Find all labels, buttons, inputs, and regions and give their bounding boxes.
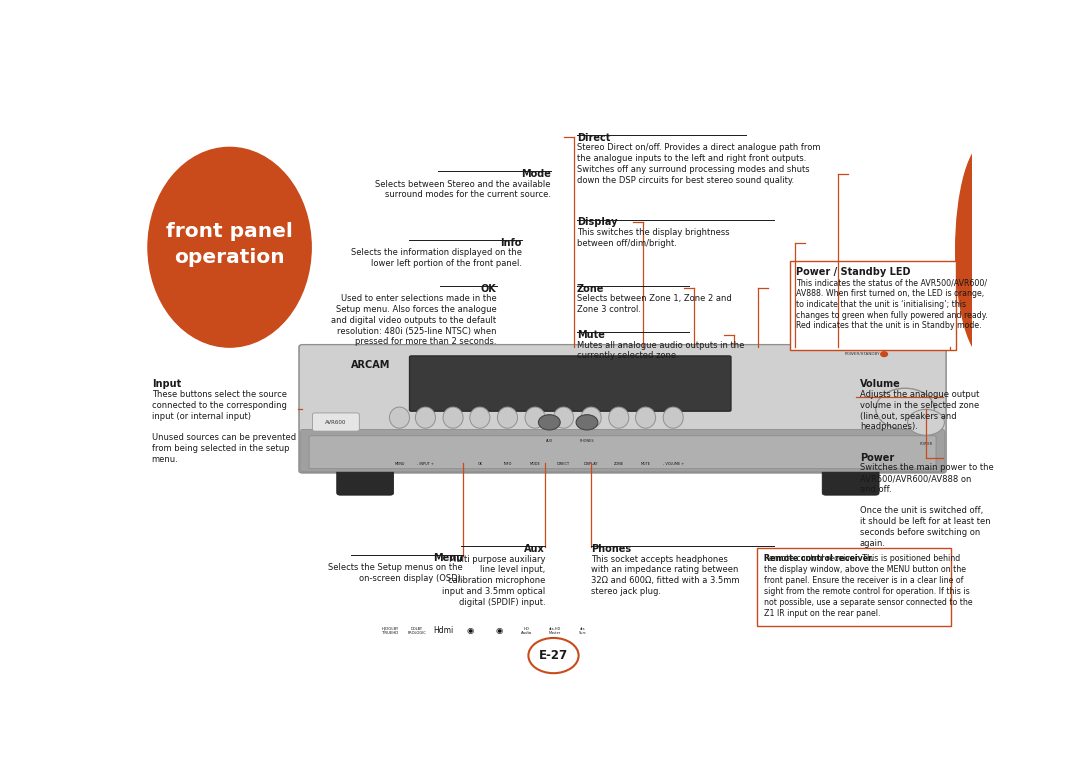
Ellipse shape	[390, 407, 409, 428]
Text: Menu: Menu	[433, 552, 463, 563]
Ellipse shape	[609, 407, 629, 428]
Text: Input: Input	[151, 379, 181, 389]
FancyBboxPatch shape	[822, 465, 879, 495]
Text: ◉: ◉	[467, 626, 473, 636]
Text: AUX: AUX	[545, 439, 553, 443]
Text: MODE: MODE	[529, 462, 540, 465]
Text: Mode: Mode	[522, 169, 551, 179]
Text: front panel
operation: front panel operation	[166, 221, 293, 267]
Ellipse shape	[581, 407, 602, 428]
Ellipse shape	[443, 407, 463, 428]
Ellipse shape	[663, 407, 684, 428]
Text: DIRECT: DIRECT	[557, 462, 570, 465]
FancyBboxPatch shape	[789, 261, 956, 350]
Ellipse shape	[148, 147, 311, 347]
Text: Mutes all analogue audio outputs in the
currently selected zone.: Mutes all analogue audio outputs in the …	[577, 340, 744, 360]
Text: Mute: Mute	[577, 330, 605, 340]
Ellipse shape	[498, 407, 517, 428]
Text: - INPUT +: - INPUT +	[417, 462, 434, 465]
Text: Display: Display	[577, 217, 618, 227]
Text: OK: OK	[481, 284, 497, 294]
Text: Remote control receiver.: Remote control receiver.	[764, 554, 874, 563]
FancyBboxPatch shape	[300, 430, 944, 472]
Text: AVR600: AVR600	[325, 420, 347, 425]
FancyBboxPatch shape	[300, 346, 945, 433]
Text: Multi purpose auxiliary
line level input,
calibration microphone
input and 3.5mm: Multi purpose auxiliary line level input…	[442, 555, 545, 607]
Circle shape	[539, 414, 561, 430]
Text: Direct: Direct	[577, 133, 610, 143]
Text: Power / Standby LED: Power / Standby LED	[796, 266, 910, 277]
Text: PHONES: PHONES	[580, 439, 594, 443]
Text: This indicates the status of the AVR500/AVR600/
AV888. When first turned on, the: This indicates the status of the AVR500/…	[796, 278, 988, 330]
FancyBboxPatch shape	[299, 345, 946, 473]
Text: - VOLUME +: - VOLUME +	[663, 462, 684, 465]
Ellipse shape	[525, 407, 545, 428]
Text: POWER/STANDBY: POWER/STANDBY	[845, 353, 880, 356]
Text: H|DOLBY
TRUEHD: H|DOLBY TRUEHD	[381, 626, 399, 635]
Ellipse shape	[635, 407, 656, 428]
Text: These buttons select the source
connected to the corresponding
input (or interna: These buttons select the source connecte…	[151, 390, 296, 463]
Text: Selects the Setup menus on the
on-screen display (OSD).: Selects the Setup menus on the on-screen…	[328, 563, 463, 583]
FancyBboxPatch shape	[312, 413, 360, 431]
Text: DISPLAY: DISPLAY	[584, 462, 598, 465]
Text: Used to enter selections made in the
Setup menu. Also forces the analogue
and di: Used to enter selections made in the Set…	[332, 295, 497, 346]
Ellipse shape	[416, 407, 435, 428]
Text: Zone: Zone	[577, 284, 605, 294]
Text: OK: OK	[477, 462, 483, 465]
Text: HD
Audio: HD Audio	[521, 626, 532, 635]
Text: English: English	[973, 222, 987, 278]
Circle shape	[881, 352, 888, 356]
Text: Hdmi: Hdmi	[433, 626, 454, 636]
Circle shape	[576, 414, 598, 430]
FancyBboxPatch shape	[309, 436, 936, 468]
Text: This socket accepts headphones
with an impedance rating between
32Ω and 600Ω, fi: This socket accepts headphones with an i…	[591, 555, 740, 596]
Text: Remote control receiver. This is positioned behind
the display window, above the: Remote control receiver. This is positio…	[764, 554, 972, 619]
Text: Selects between Stereo and the available
surround modes for the current source.: Selects between Stereo and the available…	[376, 179, 551, 199]
Text: dts
Surr.: dts Surr.	[579, 626, 586, 635]
Text: MUTE: MUTE	[640, 462, 650, 465]
Text: Phones: Phones	[591, 544, 632, 554]
Text: ◉: ◉	[496, 626, 502, 636]
Text: MENU: MENU	[394, 462, 405, 465]
Text: DOLBY
PROLOGIC: DOLBY PROLOGIC	[407, 626, 427, 635]
Text: ZONE: ZONE	[613, 462, 624, 465]
Text: E-27: E-27	[539, 649, 568, 662]
Text: This switches the display brightness
between off/dim/bright.: This switches the display brightness bet…	[577, 228, 730, 248]
Ellipse shape	[470, 407, 490, 428]
Text: ARCAM: ARCAM	[351, 359, 390, 370]
Text: Selects the information displayed on the
lower left portion of the front panel.: Selects the information displayed on the…	[351, 249, 522, 268]
Circle shape	[907, 410, 944, 435]
FancyBboxPatch shape	[337, 465, 393, 495]
Ellipse shape	[554, 407, 573, 428]
Text: Stereo Direct on/off. Provides a direct analogue path from
the analogue inputs t: Stereo Direct on/off. Provides a direct …	[577, 143, 821, 185]
Text: Switches the main power to the
AVR500/AVR600/AV888 on
and off.

Once the unit is: Switches the main power to the AVR500/AV…	[860, 463, 994, 548]
Text: Selects between Zone 1, Zone 2 and
Zone 3 control.: Selects between Zone 1, Zone 2 and Zone …	[577, 295, 731, 314]
Text: POWER: POWER	[919, 442, 932, 446]
Ellipse shape	[956, 141, 1018, 359]
Text: Power: Power	[860, 453, 894, 463]
Text: Adjusts the analogue output
volume in the selected zone
(line out, speakers and
: Adjusts the analogue output volume in th…	[860, 390, 980, 431]
Text: Info: Info	[500, 238, 522, 248]
Text: Volume: Volume	[860, 379, 901, 389]
Text: Aux: Aux	[525, 544, 545, 554]
Circle shape	[876, 388, 934, 430]
FancyBboxPatch shape	[757, 548, 951, 626]
FancyBboxPatch shape	[409, 356, 731, 411]
Text: INFO: INFO	[503, 462, 512, 465]
Text: dts-HD
Master: dts-HD Master	[549, 626, 562, 635]
Circle shape	[528, 638, 579, 673]
